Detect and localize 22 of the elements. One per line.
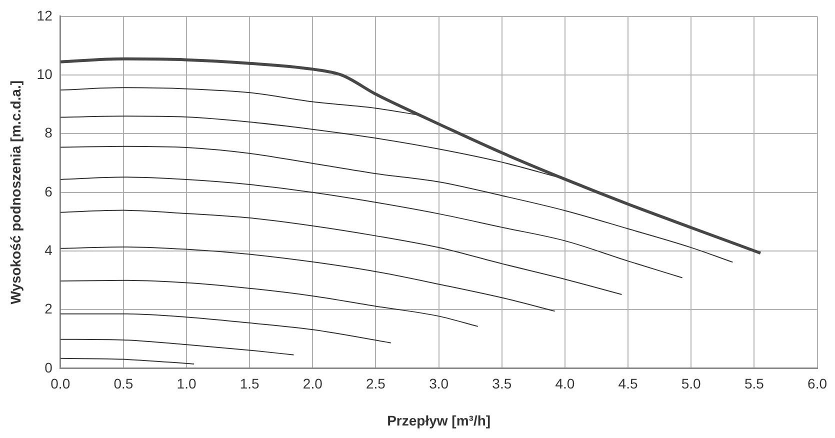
x-tick-label: 3.0 <box>429 376 449 392</box>
x-tick-label: 0.5 <box>114 376 134 392</box>
y-tick-label: 4 <box>44 242 53 258</box>
x-tick-label: 3.5 <box>492 376 512 392</box>
x-tick-label: 0.0 <box>50 376 70 392</box>
x-tick-label: 5.5 <box>744 376 764 392</box>
x-tick-label: 5.0 <box>681 376 702 392</box>
y-tick-label: 8 <box>44 124 53 141</box>
x-tick-label: 4.0 <box>555 376 575 392</box>
x-tick-label: 4.5 <box>618 376 638 392</box>
y-axis-title: Wysokość podnoszenia [m.c.d.a.] <box>7 80 24 304</box>
x-tick-label: 1.0 <box>176 376 196 392</box>
x-tick-label: 2.5 <box>366 376 386 392</box>
y-tick-label: 0 <box>44 359 53 376</box>
x-axis-title: Przepływ [m³/h] <box>387 412 491 428</box>
y-tick-label: 10 <box>36 66 53 82</box>
x-tick-label: 2.0 <box>302 376 323 392</box>
y-tick-label: 6 <box>44 183 53 200</box>
x-tick-label: 1.5 <box>240 376 260 392</box>
x-tick-label: 6.0 <box>808 376 828 392</box>
y-tick-label: 12 <box>36 7 53 24</box>
y-tick-label: 2 <box>44 300 53 317</box>
